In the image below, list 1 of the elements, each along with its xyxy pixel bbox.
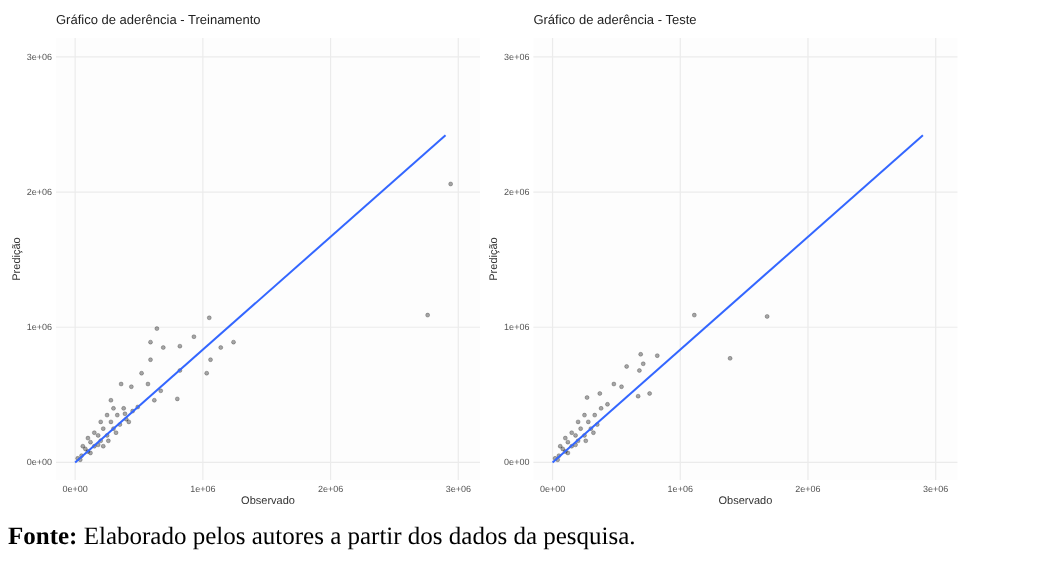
source-note: Fonte: Elaborado pelos autores a partir dos dados da pesquisa. [8,522,636,550]
